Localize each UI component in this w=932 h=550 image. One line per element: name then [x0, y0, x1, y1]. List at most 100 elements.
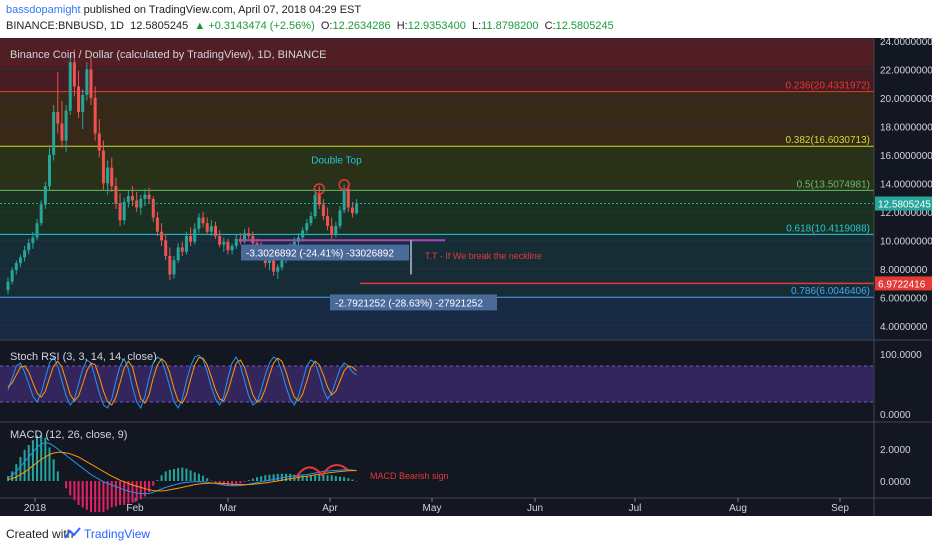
chart-title: Binance Coin / Dollar (calculated by Tra… — [10, 49, 327, 61]
candle-body — [81, 94, 85, 113]
macd-title: MACD (12, 26, close, 9) — [10, 429, 127, 441]
macd-histogram-bar — [23, 449, 26, 481]
candle-body — [48, 154, 51, 187]
double-top-marker — [313, 183, 325, 195]
macd-histogram-bar — [347, 478, 350, 481]
candle-body — [305, 223, 309, 231]
stoch-rsi-title: Stoch RSI (3, 3, 14, 14, close) — [10, 351, 157, 363]
candle-body — [350, 207, 354, 214]
chart-svg[interactable]: 0.236(20.4331972) 0.382(16.6030713) 0.5(13… — [0, 37, 932, 516]
high-label: H: — [396, 20, 408, 32]
macd-histogram-bar — [239, 481, 242, 484]
close-value: 12.5805245 — [555, 20, 614, 32]
stoch-tick-label: 100.0000 — [880, 350, 922, 361]
candle-body — [64, 110, 68, 141]
signal-line — [7, 451, 357, 492]
candle-body — [317, 194, 321, 205]
macd-histogram-bar — [214, 481, 217, 483]
chart-area[interactable]: 0.236(20.4331972) 0.382(16.6030713) 0.5(13… — [0, 37, 932, 516]
macd-histogram-bar — [326, 475, 329, 481]
time-tick-label: Sep — [831, 503, 849, 514]
author-link[interactable]: bassdopamight — [6, 4, 81, 16]
macd-histogram-bar — [272, 474, 275, 481]
candle-body — [97, 133, 101, 151]
macd-histogram-bar — [247, 480, 250, 481]
tradingview-logo-icon — [64, 527, 81, 539]
macd-histogram-bar — [156, 480, 159, 481]
macd-histogram-bar — [314, 475, 317, 481]
published-text: published on TradingView.com, April 07, … — [80, 4, 362, 16]
time-tick-label: Mar — [219, 503, 237, 514]
macd-histogram-bar — [152, 481, 155, 486]
macd-histogram-bar — [56, 471, 59, 481]
macd-tick-label: 2.0000 — [880, 445, 911, 456]
fib-label: 0.618(10.4119088) — [786, 223, 870, 234]
macd-histogram-bar — [40, 435, 43, 481]
fib-zone-top — [0, 38, 874, 67]
macd-histogram-bar — [309, 475, 312, 481]
candle-body — [72, 62, 76, 87]
macd-histogram-bar — [197, 473, 200, 481]
candle-body — [18, 257, 22, 264]
candle-body — [301, 230, 305, 238]
candle-body — [338, 210, 342, 227]
macd-histogram-bar — [297, 475, 300, 481]
time-tick-label: Aug — [729, 503, 747, 514]
target-price-label: 6.9722416 — [878, 279, 926, 290]
open-value: 12.2634286 — [332, 20, 391, 32]
candle-body — [342, 189, 346, 211]
macd-histogram-bar — [15, 464, 18, 481]
current-price-label: 12.5805245 — [878, 200, 931, 211]
candle-body — [321, 204, 325, 217]
candle-body — [101, 150, 105, 184]
fib-label: 0.236(20.4331972) — [785, 81, 870, 92]
macd-histogram-bar — [235, 481, 238, 485]
candle-body — [218, 236, 222, 245]
candle-body — [355, 203, 359, 214]
close-label: C: — [544, 20, 556, 32]
measure-label: -3.3026892 (-24.41%) -33026892 — [246, 249, 394, 260]
candle-body — [226, 241, 230, 251]
low-value: 11.8798200 — [481, 20, 539, 32]
price-tick-label: 14.0000000 — [880, 179, 932, 190]
macd-histogram-bar — [251, 478, 254, 481]
created-with-label: Created with — [6, 527, 74, 541]
macd-histogram-bar — [268, 474, 271, 481]
candle-body — [126, 196, 130, 202]
macd-histogram-bar — [218, 481, 221, 484]
macd-histogram-bar — [135, 481, 138, 502]
macd-histogram-bar — [102, 481, 105, 513]
candle-body — [160, 231, 164, 241]
target-price-badge — [875, 276, 932, 291]
macd-histogram-bar — [256, 477, 258, 481]
candle-body — [309, 216, 313, 224]
macd-histogram-bar — [148, 481, 151, 493]
neckline-note: T.T - If We break the neckline — [425, 251, 542, 261]
macd-histogram-bar — [318, 474, 321, 481]
fib-label: 0.786(6.0046406) — [791, 286, 870, 297]
macd-histogram-bar — [27, 445, 30, 481]
candle-body — [43, 186, 47, 205]
price-tick-label: 10.0000000 — [880, 236, 932, 247]
tradingview-brand[interactable]: TradingView — [84, 527, 151, 541]
macd-histogram-bar — [85, 481, 88, 510]
candle-body — [122, 201, 126, 221]
price-change: +0.3143474 (+2.56%) — [208, 20, 315, 32]
macd-histogram-bar — [44, 437, 47, 481]
price-tick-label: 16.0000000 — [880, 151, 932, 162]
macd-histogram-bar — [177, 468, 180, 481]
candle-body — [6, 281, 10, 291]
time-tick-label: Jun — [527, 503, 543, 514]
macd-histogram-bar — [243, 481, 246, 482]
stoch-band — [0, 366, 874, 402]
footer: Created with TradingView — [0, 516, 932, 550]
candle-body — [106, 167, 110, 184]
fib-label: 0.5(13.5074981) — [797, 179, 870, 190]
open-label: O: — [320, 20, 333, 32]
candle-body — [27, 243, 31, 251]
stoch-d-line — [7, 357, 357, 406]
measure-label: -2.7921252 (-28.63%) -27921252 — [335, 298, 483, 309]
price-tick-label: 8.0000000 — [880, 265, 928, 276]
macd-histogram-bar — [168, 469, 171, 481]
macd-histogram-bar — [139, 481, 142, 500]
